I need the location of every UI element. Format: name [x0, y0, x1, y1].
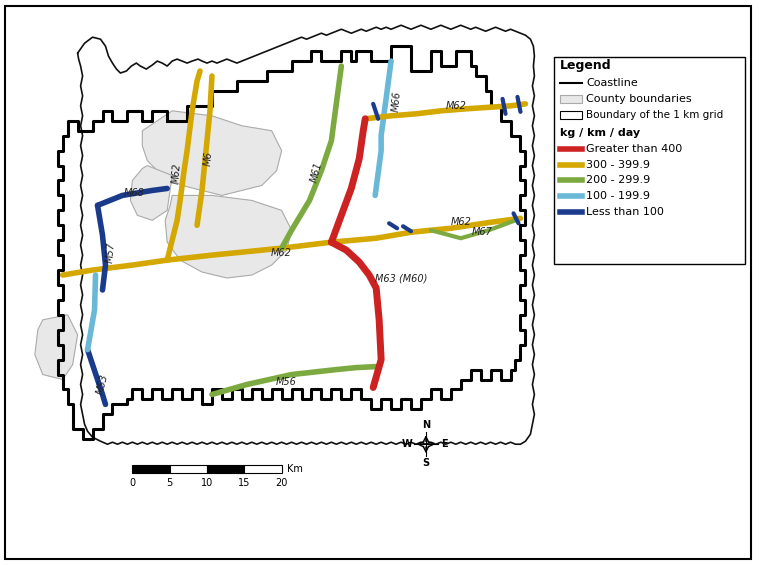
Bar: [560, 111, 582, 119]
Text: 10: 10: [201, 478, 213, 488]
Text: 20: 20: [275, 478, 288, 488]
Text: M6: M6: [202, 151, 214, 166]
Polygon shape: [35, 315, 78, 380]
Text: 100 - 199.9: 100 - 199.9: [586, 192, 650, 201]
Text: M66: M66: [391, 90, 403, 112]
Polygon shape: [142, 111, 282, 195]
Text: N: N: [422, 420, 430, 431]
Text: Coastline: Coastline: [586, 78, 638, 88]
Text: M68: M68: [124, 189, 145, 198]
Text: Less than 100: Less than 100: [586, 207, 664, 218]
Text: M62: M62: [271, 248, 292, 258]
Text: kg / km / day: kg / km / day: [560, 128, 641, 138]
Text: Km: Km: [287, 464, 302, 474]
Bar: [244, 465, 282, 473]
Text: M57: M57: [105, 241, 116, 263]
Text: M63 (M60): M63 (M60): [375, 273, 427, 283]
Text: 300 - 399.9: 300 - 399.9: [586, 159, 650, 170]
Bar: [132, 465, 169, 473]
Text: M56: M56: [276, 376, 297, 386]
Text: 200 - 299.9: 200 - 299.9: [586, 176, 651, 185]
Text: Boundary of the 1 km grid: Boundary of the 1 km grid: [586, 110, 724, 120]
Text: Legend: Legend: [560, 59, 612, 72]
Polygon shape: [131, 166, 173, 220]
Text: E: E: [442, 439, 448, 449]
Text: 5: 5: [166, 478, 173, 488]
Bar: [554, 57, 746, 264]
Text: M62: M62: [445, 101, 466, 111]
Bar: [560, 95, 582, 103]
Bar: [169, 465, 207, 473]
Text: County boundaries: County boundaries: [586, 94, 692, 104]
Text: M62: M62: [171, 163, 183, 184]
Text: W: W: [401, 439, 413, 449]
Polygon shape: [165, 195, 292, 278]
Text: 0: 0: [129, 478, 135, 488]
Text: M67: M67: [472, 227, 493, 237]
Text: M61: M61: [309, 161, 324, 184]
Text: Greater than 400: Greater than 400: [586, 144, 682, 154]
Text: M53: M53: [95, 373, 110, 396]
Bar: [207, 465, 244, 473]
Text: 15: 15: [238, 478, 251, 488]
Text: M62: M62: [451, 218, 471, 227]
Text: S: S: [423, 458, 429, 468]
